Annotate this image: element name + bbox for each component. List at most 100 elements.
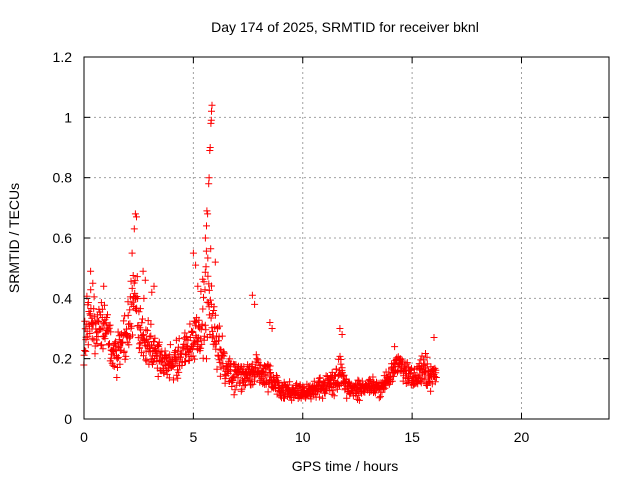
data-point (197, 287, 205, 295)
data-point (307, 395, 315, 403)
x-tick-label: 5 (189, 429, 197, 445)
data-point (194, 282, 202, 290)
x-tick-label: 20 (514, 429, 530, 445)
data-point (399, 358, 407, 366)
data-point (267, 369, 274, 376)
data-point (264, 388, 272, 396)
data-point (200, 332, 208, 340)
x-tick-label: 0 (80, 429, 88, 445)
data-point (197, 344, 205, 352)
data-point (154, 373, 162, 380)
data-point (97, 325, 105, 333)
data-point (281, 394, 288, 402)
data-point (257, 361, 265, 369)
data-point (211, 311, 219, 319)
data-point (231, 386, 239, 394)
chart-title: Day 174 of 2025, SRMTID for receiver bkn… (211, 19, 479, 35)
data-point (175, 368, 183, 376)
data-point (186, 320, 194, 328)
data-point (234, 374, 242, 382)
data-point (177, 353, 185, 361)
data-point (216, 358, 224, 366)
data-point (186, 334, 194, 341)
data-point (128, 322, 136, 330)
data-point (138, 332, 146, 340)
y-tick-label: 1.2 (53, 49, 73, 65)
data-point (130, 225, 138, 233)
data-point (403, 359, 411, 367)
data-point (253, 355, 261, 363)
data-point (319, 394, 327, 402)
data-point (129, 331, 136, 339)
data-point (112, 338, 120, 346)
data-point (431, 378, 439, 386)
data-point (402, 380, 410, 387)
data-point (414, 372, 422, 380)
data-point (200, 293, 207, 301)
data-point (213, 365, 221, 373)
data-point (205, 286, 213, 294)
data-point (207, 314, 215, 322)
data-point (151, 334, 159, 342)
data-point (114, 353, 122, 361)
data-point (90, 293, 98, 301)
data-points (80, 101, 440, 404)
data-point (170, 376, 177, 384)
data-point (230, 391, 238, 399)
data-point (236, 379, 244, 387)
y-tick-label: 0.8 (53, 170, 73, 186)
data-point (140, 352, 147, 360)
data-point (139, 315, 146, 323)
data-point (430, 334, 438, 341)
data-point (166, 341, 174, 349)
data-point (189, 328, 197, 336)
data-point (187, 346, 195, 354)
data-point (211, 258, 219, 266)
data-point (175, 335, 183, 343)
data-point (173, 357, 181, 365)
data-point (330, 372, 338, 380)
data-point (98, 341, 106, 349)
data-point (371, 389, 379, 397)
data-point (129, 272, 137, 279)
data-point (122, 352, 130, 360)
data-point (138, 319, 146, 327)
data-point (413, 378, 421, 386)
data-point (146, 348, 154, 356)
data-point (215, 337, 222, 345)
data-point (316, 374, 324, 382)
data-point (91, 350, 99, 358)
x-tick-label: 10 (295, 429, 311, 445)
data-point (188, 345, 196, 353)
data-point (247, 381, 255, 389)
data-point (110, 363, 118, 370)
data-point (102, 319, 110, 327)
data-point (101, 301, 108, 309)
data-point (84, 299, 92, 306)
data-point (358, 377, 366, 385)
data-point (196, 335, 204, 343)
data-point (252, 351, 260, 359)
data-point (206, 296, 214, 304)
data-point (100, 282, 108, 290)
data-point (202, 263, 210, 271)
data-point (174, 374, 182, 382)
data-point (98, 305, 106, 313)
data-point (431, 364, 439, 372)
data-point (199, 305, 207, 313)
data-point (147, 332, 155, 340)
y-axis-label: SRMTID / TECUs (6, 183, 22, 293)
axis-ticks: 0 5 10 15 20 0 0.2 0.4 0.6 0.8 1 1.2 (53, 49, 609, 445)
data-point (204, 210, 212, 218)
data-point (329, 387, 337, 395)
data-point (142, 326, 150, 334)
data-point (185, 356, 193, 364)
data-point (182, 358, 189, 365)
data-point (133, 213, 140, 221)
data-point (205, 180, 213, 188)
data-point (146, 333, 154, 341)
data-point (219, 351, 226, 359)
data-point (204, 254, 212, 262)
data-point (201, 234, 209, 242)
